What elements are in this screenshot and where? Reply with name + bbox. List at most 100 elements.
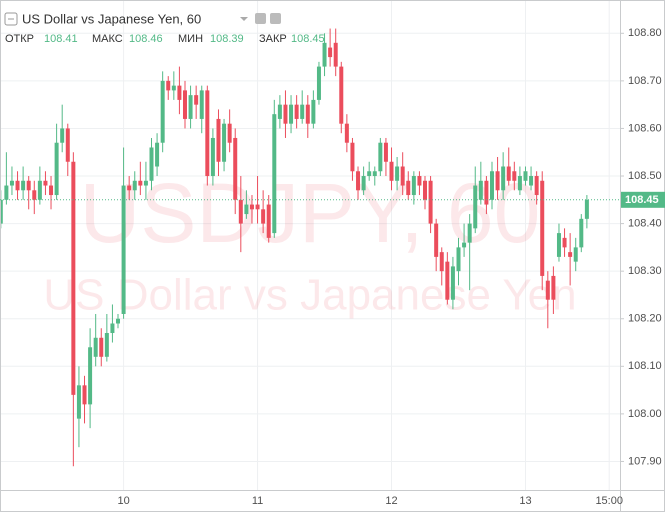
candle-body (255, 204, 260, 210)
y-tick-label: 108.50 (628, 170, 662, 182)
y-tick-label: 108.10 (628, 360, 662, 372)
candle-body (556, 233, 561, 257)
candle-body (266, 204, 271, 238)
candle-body (194, 95, 199, 105)
candle-body (4, 185, 9, 200)
candle-body (82, 385, 87, 405)
y-tick-label: 108.70 (628, 75, 662, 87)
ohlc-label: ОТКР (5, 33, 34, 45)
candle-body (227, 123, 232, 143)
ohlc-value: 108.41 (44, 33, 78, 45)
candle-body (562, 237, 567, 248)
candle-body (121, 185, 126, 314)
candle-body (182, 90, 187, 119)
candle-body (445, 261, 450, 300)
candle-body (523, 171, 528, 181)
candle-body (568, 252, 573, 257)
ohlc-label: МИН (178, 33, 203, 45)
watermark: USDJPY, 60 US Dollar vs Japanese Yen (43, 166, 576, 319)
candle-body (411, 176, 416, 196)
watermark-text: USDJPY, 60 (80, 166, 541, 260)
candle-body (406, 180, 411, 196)
candle-body (367, 171, 372, 177)
candle-body (333, 42, 338, 67)
candle-body (495, 171, 500, 191)
candle-body (37, 180, 42, 200)
candle-body (132, 180, 137, 191)
candles (0, 28, 589, 467)
candle-body (300, 104, 305, 119)
candle-body (350, 142, 355, 172)
candle-body (65, 128, 70, 162)
candle-body (579, 218, 584, 248)
candle-body (529, 176, 534, 186)
candle-body (584, 199, 589, 219)
candle-body (0, 199, 3, 224)
candle-body (540, 180, 545, 276)
candle-body (417, 176, 422, 186)
x-tick-label: 12 (385, 495, 397, 507)
x-tick-label: 15:00 (595, 495, 623, 507)
candle-body (166, 80, 171, 91)
candle-body (21, 180, 26, 191)
candle-body (71, 161, 76, 395)
ohlc-label: МАКС (92, 33, 123, 45)
candle-body (545, 280, 550, 300)
candle-body (328, 47, 333, 58)
candle-body (434, 223, 439, 257)
candle-body (261, 209, 266, 224)
ohlc-value: 108.45 (291, 33, 325, 45)
candle-body (199, 90, 204, 119)
candle-body (277, 104, 282, 119)
candle-body (395, 166, 400, 181)
candle-body (160, 80, 165, 143)
candle-body (222, 123, 227, 162)
candle-body (467, 223, 472, 243)
ohlc-label: ЗАКР (259, 33, 287, 45)
candle-body (534, 176, 539, 196)
candle-body (356, 171, 361, 191)
candle-body (322, 42, 327, 67)
candle-body (344, 123, 349, 143)
y-tick-label: 108.00 (628, 408, 662, 420)
y-tick-label: 108.40 (628, 217, 662, 229)
chart-title: US Dollar vs Japanese Yen, 60 (22, 11, 201, 26)
candle-body (116, 318, 121, 324)
candle-body (473, 185, 478, 229)
candle-body (9, 180, 14, 186)
close-icon[interactable] (270, 13, 281, 24)
candle-body (43, 180, 48, 186)
candle-body (573, 247, 578, 262)
candle-body (138, 180, 143, 186)
candle-body (188, 95, 193, 119)
candle-body (244, 204, 249, 215)
candle-body (339, 66, 344, 124)
candle-body (294, 104, 299, 119)
candle-body (489, 171, 494, 200)
candle-body (462, 242, 467, 248)
candle-body (383, 142, 388, 162)
y-tick-label: 108.30 (628, 265, 662, 277)
candle-body (127, 185, 132, 191)
candle-body (272, 114, 277, 234)
candle-body (88, 347, 93, 405)
last-price-box (621, 191, 665, 208)
candle-body (506, 166, 511, 181)
candle-body (484, 180, 489, 205)
candle-body (289, 104, 294, 124)
candle-body (54, 142, 59, 196)
dropdown-icon[interactable] (240, 17, 248, 21)
candle-body (238, 199, 243, 224)
candle-body (26, 180, 31, 191)
candle-body (378, 142, 383, 172)
candle-body (450, 266, 455, 300)
candle-body (372, 171, 377, 177)
settings-icon[interactable] (255, 13, 266, 24)
candle-body (389, 161, 394, 181)
candle-body (110, 323, 115, 334)
candle-body (311, 99, 316, 124)
collapse-icon[interactable] (4, 12, 18, 26)
candle-body (210, 137, 215, 177)
candle-body (423, 180, 428, 200)
